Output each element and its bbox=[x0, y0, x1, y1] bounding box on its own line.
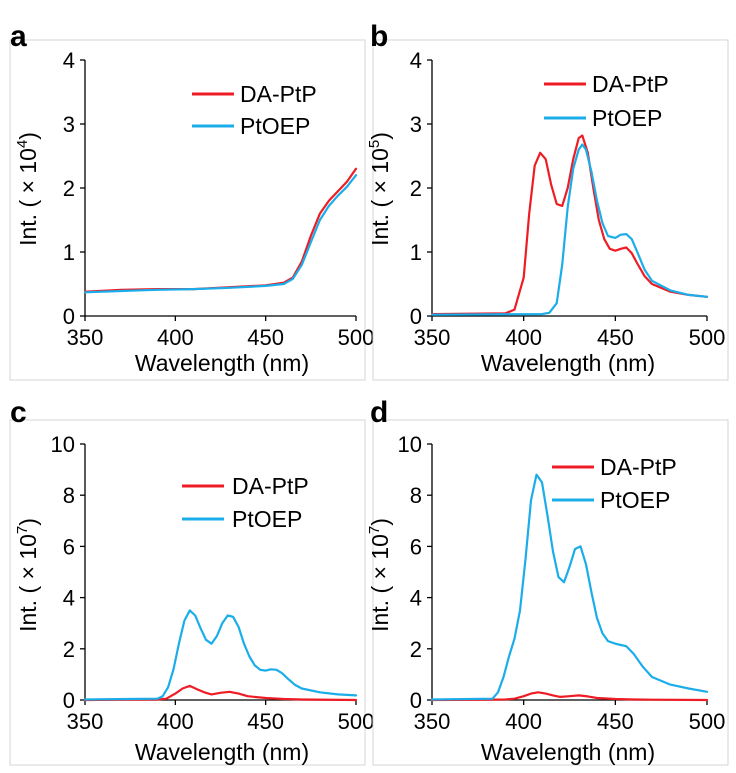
panel-c-plot: 0 2 4 6 8 10 350 400 450 500 bbox=[51, 432, 375, 734]
panel-b-series-da-ptp bbox=[430, 134, 709, 316]
panel-b-ylabel-prefix: Int. ( × 10 bbox=[367, 148, 393, 246]
panel-a-y-tick-label: 1 bbox=[63, 240, 75, 265]
panel-c-ylabel-exp: 7 bbox=[14, 526, 31, 534]
panel-a-legend-label-ptoep: PtOEP bbox=[240, 113, 310, 139]
panel-a-ylabel: Int. ( × 104) bbox=[14, 132, 41, 246]
panel-a-plot: 0 1 2 3 4 350 400 450 500 bbox=[63, 48, 375, 350]
panel-b-ylabel-suffix: ) bbox=[367, 132, 393, 140]
panel-c-y-tick-label: 4 bbox=[63, 586, 75, 611]
panel-d-y-tick-label: 2 bbox=[410, 637, 422, 662]
panel-a-ylabel-suffix: ) bbox=[15, 132, 41, 140]
panel-c-x-tick-label: 500 bbox=[338, 709, 375, 734]
panel-b-x-tick-label: 350 bbox=[414, 325, 451, 350]
panel-b-label: b bbox=[370, 20, 388, 53]
panel-a-y-tick-label: 3 bbox=[63, 112, 75, 137]
panel-a-ylabel-prefix: Int. ( × 10 bbox=[15, 148, 41, 246]
panel-b-y-tick-label: 2 bbox=[410, 176, 422, 201]
panel-d-x-tick-label: 500 bbox=[689, 709, 726, 734]
panel-c-ylabel-suffix: ) bbox=[15, 518, 41, 526]
panel-c: c 0 2 4 6 8 10 350 400 450 500 Wavelength (nm) In… bbox=[9, 396, 375, 766]
panel-d: d 0 2 4 6 8 10 350 400 450 500 Wavelength (nm) In… bbox=[366, 396, 729, 766]
panel-b-x-tick-label: 500 bbox=[689, 325, 726, 350]
panel-d-series-ptoep bbox=[430, 473, 709, 701]
panel-d-y-tick-label: 4 bbox=[410, 586, 422, 611]
panel-d-frame bbox=[372, 419, 729, 766]
panel-b-series-ptoep bbox=[430, 143, 709, 316]
panel-c-x-tick-label: 400 bbox=[157, 709, 194, 734]
panel-a-x-tick-label: 400 bbox=[157, 325, 194, 350]
panel-b-legend: DA-PtP PtOEP bbox=[544, 71, 669, 131]
panel-a-frame bbox=[9, 39, 366, 381]
panel-d-series-da-ptp bbox=[430, 691, 709, 702]
panel-d-label: d bbox=[370, 396, 388, 429]
panel-c-series-ptoep bbox=[83, 609, 358, 701]
panel-c-legend-label-da-ptp: DA-PtP bbox=[232, 473, 309, 499]
panel-c-legend-label-ptoep: PtOEP bbox=[232, 506, 302, 532]
panel-b-y-tick-label: 4 bbox=[410, 48, 422, 73]
panel-b-ylabel: Int. ( × 105) bbox=[366, 132, 393, 246]
panel-b-plot: 0 1 2 3 4 350 400 450 500 bbox=[410, 48, 726, 350]
panel-a-xlabel: Wavelength (nm) bbox=[135, 350, 309, 376]
panel-d-ylabel-prefix: Int. ( × 10 bbox=[367, 534, 393, 632]
panel-d-legend-label-ptoep: PtOEP bbox=[600, 487, 670, 513]
panel-c-ylabel-prefix: Int. ( × 10 bbox=[15, 534, 41, 632]
panel-b-x-tick-label: 450 bbox=[597, 325, 634, 350]
panel-b-x-tick-label: 400 bbox=[505, 325, 542, 350]
panel-c-y-tick-label: 2 bbox=[63, 637, 75, 662]
panel-d-ylabel-suffix: ) bbox=[367, 518, 393, 526]
panel-c-xlabel: Wavelength (nm) bbox=[135, 739, 309, 765]
panel-a-legend: DA-PtP PtOEP bbox=[192, 81, 317, 139]
panel-a-series-ptoep bbox=[83, 174, 358, 294]
panel-c-y-tick-label: 8 bbox=[63, 483, 75, 508]
panel-c-y-tick-label: 0 bbox=[63, 688, 75, 713]
panel-a: a 0 1 2 3 4 350 400 450 500 Wavelength (nm) Int.… bbox=[9, 20, 375, 381]
panel-c-label: c bbox=[10, 396, 27, 429]
panel-d-legend: DA-PtP PtOEP bbox=[552, 454, 677, 513]
panel-d-ylabel: Int. ( × 107) bbox=[366, 518, 393, 632]
panel-d-legend-label-da-ptp: DA-PtP bbox=[600, 454, 677, 480]
panel-b-xlabel: Wavelength (nm) bbox=[481, 350, 655, 376]
panel-a-x-tick-label: 500 bbox=[338, 325, 375, 350]
panel-a-label: a bbox=[10, 20, 27, 53]
panel-d-x-tick-label: 450 bbox=[597, 709, 634, 734]
panel-b-y-tick-label: 3 bbox=[410, 112, 422, 137]
panel-c-frame bbox=[9, 419, 366, 766]
panel-d-y-tick-label: 10 bbox=[398, 432, 422, 457]
panel-c-x-tick-label: 350 bbox=[67, 709, 104, 734]
panel-d-x-tick-label: 350 bbox=[414, 709, 451, 734]
panel-d-y-tick-label: 0 bbox=[410, 688, 422, 713]
panel-a-y-tick-label: 4 bbox=[63, 48, 75, 73]
panel-c-series-da-ptp bbox=[83, 684, 358, 702]
panel-c-y-tick-label: 6 bbox=[63, 534, 75, 559]
panel-d-plot: 0 2 4 6 8 10 350 400 450 500 bbox=[398, 432, 726, 734]
panel-d-y-tick-label: 8 bbox=[410, 483, 422, 508]
panel-a-ylabel-exp: 4 bbox=[14, 140, 31, 148]
panel-a-legend-label-da-ptp: DA-PtP bbox=[240, 81, 317, 107]
panel-d-ylabel-exp: 7 bbox=[366, 526, 383, 534]
panel-c-y-tick-label: 10 bbox=[51, 432, 75, 457]
panel-c-ylabel: Int. ( × 107) bbox=[14, 518, 41, 632]
panel-a-y-tick-label: 0 bbox=[63, 304, 75, 329]
panel-a-y-tick-label: 2 bbox=[63, 176, 75, 201]
panel-d-x-tick-label: 400 bbox=[505, 709, 542, 734]
panel-d-y-tick-label: 6 bbox=[410, 534, 422, 559]
panel-a-x-tick-label: 450 bbox=[247, 325, 284, 350]
panel-b-legend-label-da-ptp: DA-PtP bbox=[592, 71, 669, 97]
panel-c-legend: DA-PtP PtOEP bbox=[182, 473, 309, 532]
panel-b-ylabel-exp: 5 bbox=[366, 140, 383, 148]
panel-b-frame bbox=[372, 39, 729, 381]
panel-c-x-tick-label: 450 bbox=[247, 709, 284, 734]
panel-b-y-tick-label: 1 bbox=[410, 240, 422, 265]
panel-b-y-tick-label: 0 bbox=[410, 304, 422, 329]
panel-b-legend-label-ptoep: PtOEP bbox=[592, 105, 662, 131]
panel-a-x-tick-label: 350 bbox=[67, 325, 104, 350]
panel-b: b 0 1 2 3 4 350 400 450 500 Wavelength (nm) Int.… bbox=[366, 20, 729, 381]
panel-d-xlabel: Wavelength (nm) bbox=[481, 739, 655, 765]
